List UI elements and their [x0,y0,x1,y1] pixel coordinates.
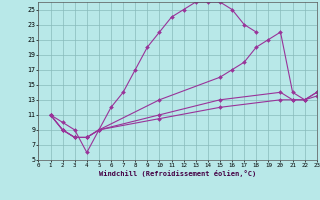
X-axis label: Windchill (Refroidissement éolien,°C): Windchill (Refroidissement éolien,°C) [99,170,256,177]
